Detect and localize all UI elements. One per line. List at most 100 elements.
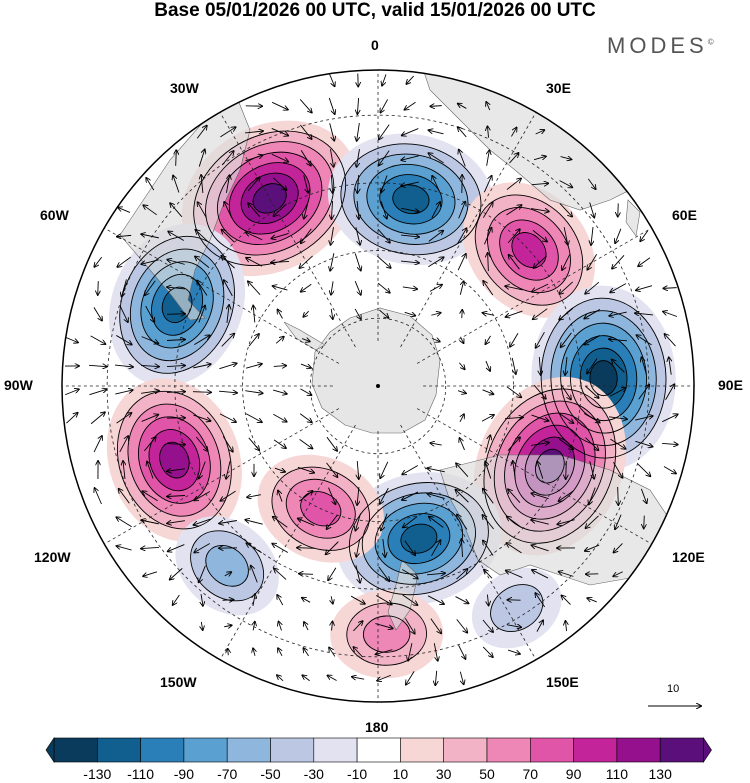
wind-arrow	[222, 600, 234, 601]
wind-arrow	[90, 412, 105, 425]
wind-arrow	[431, 202, 440, 219]
wind-arrow	[402, 128, 419, 136]
wind-arrow	[224, 572, 232, 576]
wind-arrow	[300, 150, 311, 165]
wind-arrow	[354, 281, 361, 295]
wind-arrow	[456, 490, 469, 503]
wind-arrow	[460, 336, 463, 343]
wind-arrow	[485, 360, 490, 371]
wind-arrow	[559, 572, 574, 577]
wind-arrow	[584, 309, 600, 318]
wind-arrow	[173, 594, 180, 605]
land-masses	[119, 70, 671, 631]
wind-arrow	[271, 261, 290, 262]
wind-arrow	[167, 521, 185, 524]
wind-arrow	[331, 596, 333, 603]
wind-arrow	[116, 335, 132, 344]
wind-arrow	[119, 305, 128, 322]
contour-line	[490, 584, 544, 632]
wind-arrow	[458, 644, 466, 659]
wind-arrow	[115, 365, 133, 367]
wind-arrow	[483, 176, 491, 193]
wind-arrow	[354, 253, 361, 270]
wind-arrow	[609, 388, 626, 397]
wind-arrow	[167, 469, 185, 471]
wind-arrow	[536, 620, 543, 632]
wind-arrow	[401, 261, 419, 263]
wind-arrow	[402, 594, 418, 605]
wind-arrow	[141, 520, 159, 525]
contour-line	[392, 184, 430, 215]
wind-arrow	[457, 391, 466, 394]
antarctic-peninsula	[283, 321, 326, 351]
colorbar-swatch	[53, 737, 98, 763]
wind-arrow	[560, 157, 572, 160]
wind-arrow	[510, 332, 519, 347]
wind-arrow	[140, 365, 159, 366]
wind-arrow	[274, 467, 285, 472]
wind-arrow	[354, 308, 361, 319]
wind-arrow	[271, 101, 288, 109]
wind-arrow	[273, 203, 287, 216]
antarctica	[311, 307, 441, 434]
wind-arrow	[585, 515, 599, 528]
contour-line	[579, 347, 628, 409]
wind-arrow	[506, 625, 521, 628]
wind-arrow	[435, 670, 436, 685]
wind-arrow	[615, 514, 622, 530]
wind-arrow	[377, 674, 392, 680]
wind-arrow	[221, 151, 233, 166]
wind-arrow	[193, 518, 211, 525]
colorbar-tick-label: -50	[260, 766, 281, 782]
wind-arrow	[587, 598, 597, 603]
wind-arrow	[326, 541, 339, 555]
wind-arrow	[506, 543, 522, 554]
colorbar-tick-label: 110	[605, 766, 629, 782]
wind-arrow	[222, 436, 233, 451]
wind-arrow	[221, 256, 235, 269]
wind-arrow	[402, 465, 419, 475]
wind-arrow	[430, 618, 441, 634]
wind-arrow	[116, 546, 132, 551]
contour-line	[486, 207, 571, 294]
wind-arrow	[168, 231, 185, 241]
wind-arrow	[589, 461, 594, 478]
wind-arrow	[141, 336, 159, 344]
wind-arrow	[192, 392, 211, 393]
contour-line	[119, 235, 235, 374]
wind-arrow	[427, 468, 445, 473]
wind-arrow	[513, 461, 515, 479]
wind-arrow	[427, 494, 445, 499]
contour-line	[161, 286, 193, 324]
wind-arrow	[331, 200, 332, 219]
wind-arrow	[273, 177, 286, 190]
wind-arrow	[610, 438, 625, 449]
wind-arrow	[199, 565, 206, 583]
colorbar-tick-label: -10	[346, 766, 368, 782]
contour-line	[569, 335, 638, 422]
contour-line	[346, 602, 427, 666]
wind-arrow	[404, 540, 415, 556]
wind-arrow	[273, 286, 288, 291]
wind-arrow	[662, 443, 678, 444]
wind-arrow	[355, 565, 360, 582]
wind-arrow	[166, 365, 185, 366]
wind-arrow	[303, 175, 309, 192]
wind-arrow	[481, 415, 494, 422]
lon-label-150e: 150E	[546, 674, 579, 690]
wind-arrow	[459, 150, 466, 167]
wind-arrow	[401, 207, 419, 211]
wind-arrow	[196, 126, 207, 139]
wind-arrow	[486, 102, 489, 111]
wind-arrow	[558, 438, 573, 450]
wind-arrow	[117, 256, 131, 267]
wind-arrow	[304, 622, 309, 631]
wind-arrow	[531, 545, 549, 552]
wind-arrow	[143, 205, 157, 216]
wind-arrow	[429, 285, 442, 292]
wind-arrow	[461, 539, 462, 558]
contour-line	[129, 248, 225, 362]
wind-arrow	[193, 414, 210, 421]
colorbar-swatch	[486, 737, 531, 763]
colorbar-tick-label: 90	[565, 766, 582, 782]
